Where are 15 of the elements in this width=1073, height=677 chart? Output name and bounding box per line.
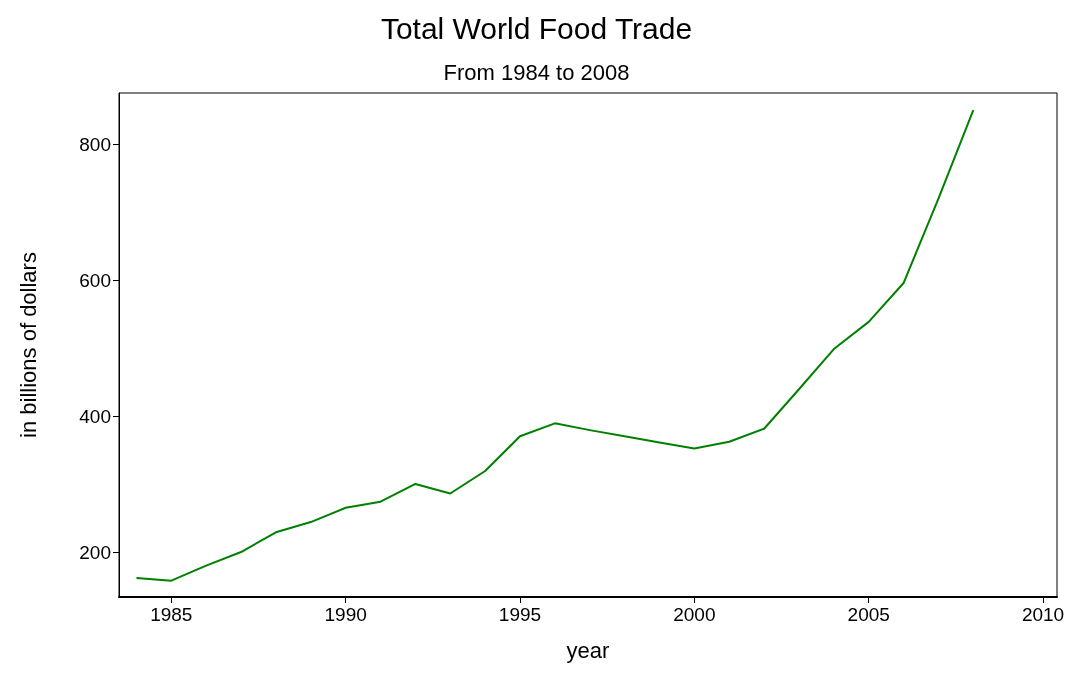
x-tick-label: 1995 bbox=[498, 604, 542, 625]
y-tick-label: 800 bbox=[79, 133, 111, 155]
x-tick-label: 1985 bbox=[150, 604, 193, 625]
line-series bbox=[135, 109, 975, 582]
y-axis-title: in billions of dollars bbox=[15, 252, 41, 438]
x-axis-title: year bbox=[566, 637, 610, 663]
x-tick-label: 2000 bbox=[673, 604, 716, 625]
y-tick-label: 400 bbox=[79, 406, 111, 428]
x-tick-label: 1990 bbox=[324, 604, 367, 625]
chart-subtitle: From 1984 to 2008 bbox=[443, 59, 630, 85]
x-tick-label: 2005 bbox=[847, 604, 890, 625]
x-tick-label: 2010 bbox=[1021, 604, 1065, 625]
y-tick-label: 200 bbox=[79, 542, 111, 564]
chart-title: Total World Food Trade bbox=[380, 11, 693, 45]
y-tick-label: 600 bbox=[79, 269, 111, 291]
